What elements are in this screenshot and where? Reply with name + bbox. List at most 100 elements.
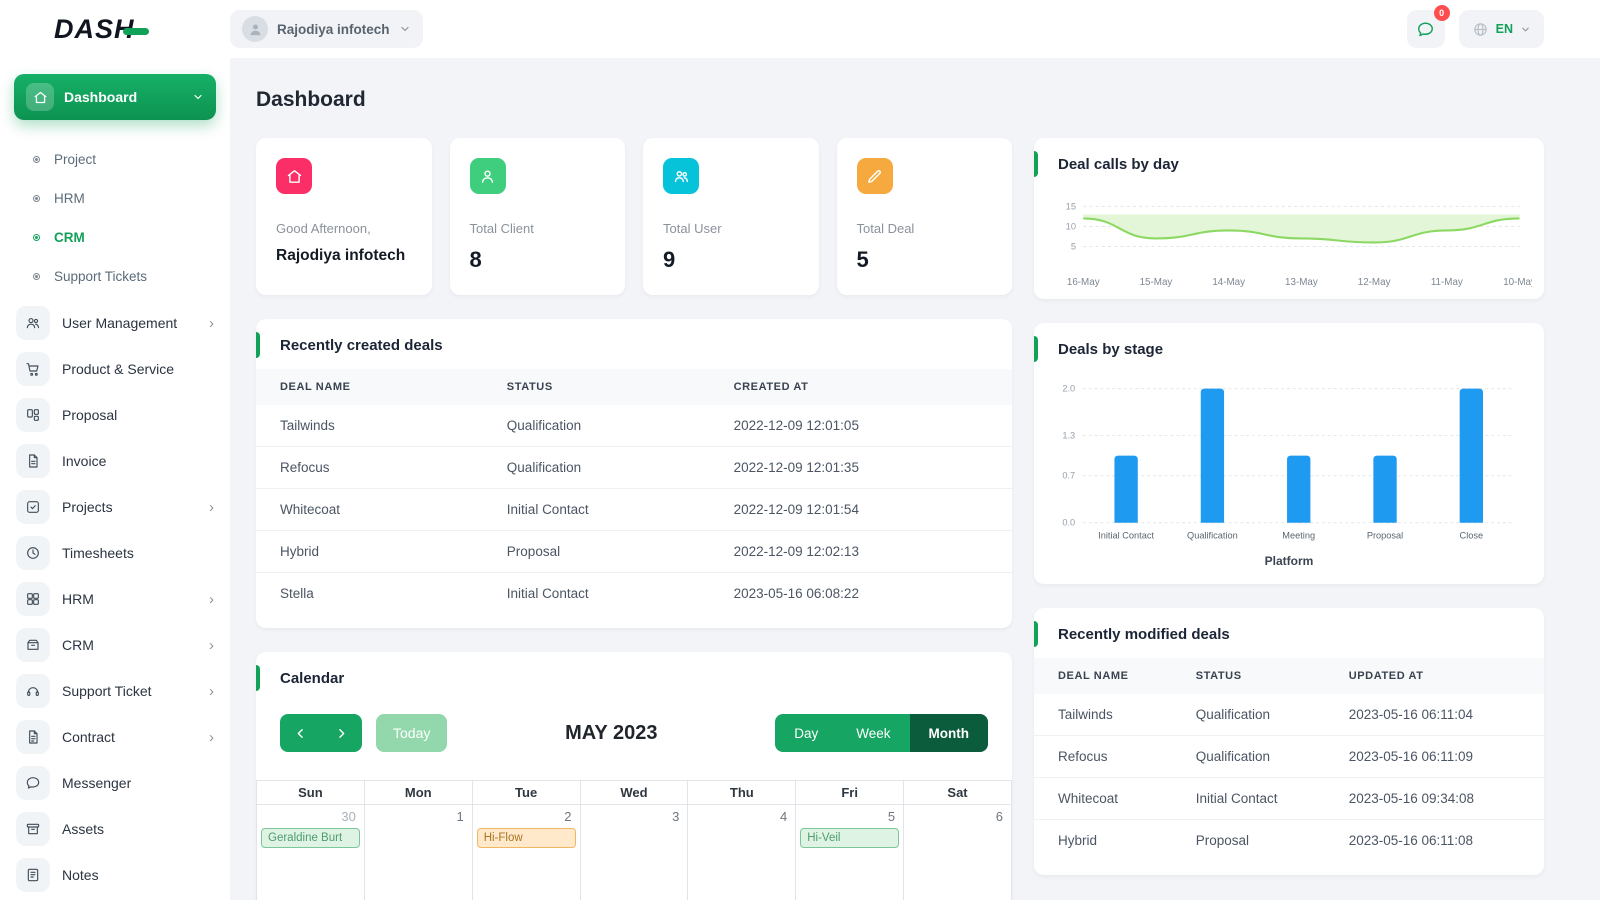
sidebar-item-invoice[interactable]: Invoice xyxy=(0,438,230,484)
weekday-header: Tue xyxy=(471,780,581,805)
card-title: Recently created deals xyxy=(280,337,443,354)
top-header: DASH Rajodiya infotech 0 EN xyxy=(0,0,1600,58)
recently-created-deals-card: Recently created deals Deal Name Status … xyxy=(256,319,1012,628)
chart-x-axis-label: Platform xyxy=(1264,554,1314,569)
deal-calls-chart: 5 10 15 16-May 15-May 14-May 13-May 12-May 11-Ma… xyxy=(1066,202,1536,289)
calendar-grid: Sun Mon Tue Wed Thu Fri Sat 30 xyxy=(256,780,1012,900)
sidebar-item-contract[interactable]: Contract › xyxy=(0,714,230,760)
table-row: Whitecoat Initial Contact 2023-05-16 09:… xyxy=(1034,777,1544,820)
svg-text:15: 15 xyxy=(1066,202,1076,212)
date-number: 2 xyxy=(564,809,572,824)
calendar-event[interactable]: Hi-Veil xyxy=(800,828,900,848)
calendar-day-cell[interactable]: 6 xyxy=(903,804,1012,900)
sidebar-item-user-management[interactable]: User Management › xyxy=(0,300,230,346)
language-selector[interactable]: EN xyxy=(1458,10,1544,48)
svg-text:16-May: 16-May xyxy=(1067,277,1100,288)
stat-cards: Good Afternoon, Rajodiya infotech Total … xyxy=(256,138,1012,295)
table-row: Tailwinds Qualification 2022-12-09 12:01… xyxy=(280,418,859,433)
calendar-next-button[interactable] xyxy=(321,714,362,752)
stat-value: 8 xyxy=(469,247,482,272)
stat-label: Total Deal xyxy=(856,221,915,236)
note-icon xyxy=(16,858,50,892)
calendar-today-button[interactable]: Today xyxy=(376,714,448,752)
cart-icon xyxy=(16,352,50,386)
sidebar-item-label: Invoice xyxy=(62,453,107,469)
sidebar-item-project[interactable]: Project xyxy=(0,140,230,179)
total-client-card: Total Client 8 xyxy=(449,138,625,295)
calendar-day-cell[interactable]: 1 xyxy=(363,804,473,900)
svg-text:14-May: 14-May xyxy=(1212,277,1245,288)
sidebar-item-hrm-module[interactable]: HRM › xyxy=(0,576,230,622)
svg-text:12-May: 12-May xyxy=(1358,277,1391,288)
sidebar-item-projects[interactable]: Projects › xyxy=(0,484,230,530)
sidebar-item-proposal[interactable]: Proposal xyxy=(0,392,230,438)
stat-value: 9 xyxy=(663,247,676,272)
deals-by-stage-card: Deals by stage 0.0 0.7 1.3 2.0 Initial Conta… xyxy=(1034,323,1544,585)
svg-text:10-May: 10-May xyxy=(1503,277,1536,288)
sidebar-item-label: Contract xyxy=(62,729,115,745)
sidebar-item-hrm[interactable]: HRM xyxy=(0,179,230,218)
calendar-event[interactable]: Hi-Flow xyxy=(476,828,576,848)
workspace-selector[interactable]: Rajodiya infotech xyxy=(230,10,423,48)
target-icon xyxy=(33,273,40,280)
stat-label: Total Client xyxy=(469,221,534,236)
chevron-down-icon xyxy=(192,91,204,103)
svg-text:13-May: 13-May xyxy=(1285,277,1318,288)
user-icon xyxy=(469,158,506,194)
sidebar-item-label: Product & Service xyxy=(62,361,175,377)
table-row: Hybrid Proposal 2023-05-16 06:11:08 xyxy=(1034,819,1544,862)
deal-calls-card: Deal calls by day 5 10 15 16-May 15-May 14-Ma… xyxy=(1034,138,1544,300)
sidebar-item-label: HRM xyxy=(54,191,85,206)
sidebar-item-label: Proposal xyxy=(62,407,118,423)
sidebar-item-product-service[interactable]: Product & Service xyxy=(0,346,230,392)
weekday-header: Wed xyxy=(579,780,689,805)
sidebar-item-notes[interactable]: Notes xyxy=(0,852,230,898)
svg-text:5: 5 xyxy=(1071,242,1076,252)
sidebar-item-messenger[interactable]: Messenger xyxy=(0,760,230,806)
svg-text:Initial Contact: Initial Contact xyxy=(1098,531,1154,541)
calendar-day-cell[interactable]: 4 xyxy=(687,804,797,900)
workspace-avatar xyxy=(242,16,268,42)
calendar-day-cell[interactable]: 3 xyxy=(579,804,689,900)
target-icon xyxy=(33,195,40,202)
chevron-down-icon xyxy=(400,26,409,32)
sidebar-item-label: User Management xyxy=(62,315,178,331)
pencil-icon xyxy=(856,158,893,194)
calendar-view-day[interactable]: Day xyxy=(775,714,838,752)
calendar-week-row: 30 Geraldine Burt 1 2 Hi-Flow xyxy=(256,804,1012,900)
sidebar-item-support-tickets[interactable]: Support Tickets xyxy=(0,257,230,296)
chevron-right-icon: › xyxy=(209,590,214,608)
stat-value: Rajodiya infotech xyxy=(276,247,406,264)
sidebar-item-crm-module[interactable]: CRM › xyxy=(0,622,230,668)
users-icon xyxy=(663,158,699,194)
main-content: Dashboard Good Afternoon, Rajodiya infot… xyxy=(230,0,1600,900)
sidebar-item-crm[interactable]: CRM xyxy=(0,218,230,257)
calendar-card: Calendar Today MAY 2023 Day xyxy=(256,652,1012,900)
sidebar-item-label: Project xyxy=(54,152,97,167)
sidebar-item-assets[interactable]: Assets xyxy=(0,806,230,852)
stat-value: 5 xyxy=(856,247,869,272)
logo-green-dash xyxy=(122,27,149,35)
calendar-day-cell[interactable]: 5 Hi-Veil xyxy=(795,804,905,900)
calendar-view-month[interactable]: Month xyxy=(909,714,988,752)
calendar-event[interactable]: Geraldine Burt xyxy=(261,828,360,848)
date-number: 30 xyxy=(341,809,356,824)
calendar-prev-button[interactable] xyxy=(280,714,321,752)
sidebar-item-support-ticket[interactable]: Support Ticket › xyxy=(0,668,230,714)
sidebar-item-label: Timesheets xyxy=(62,545,134,561)
total-user-card: Total User 9 xyxy=(643,138,819,295)
sidebar-item-label: Support Ticket xyxy=(62,683,152,699)
recently-modified-deals-card: Recently modified deals Deal Name Status… xyxy=(1034,608,1544,876)
calendar-view-week[interactable]: Week xyxy=(837,714,910,752)
svg-text:Meeting: Meeting xyxy=(1282,531,1315,541)
calendar-day-cell[interactable]: 30 Geraldine Burt xyxy=(256,804,365,900)
calendar-month-title: MAY 2023 xyxy=(565,721,658,744)
calendar-day-cell[interactable]: 2 Hi-Flow xyxy=(471,804,581,900)
sidebar-item-timesheets[interactable]: Timesheets xyxy=(0,530,230,576)
chevron-right-icon: › xyxy=(209,728,214,746)
sidebar-item-dashboard[interactable]: Dashboard xyxy=(14,74,216,120)
brand-logo: DASH xyxy=(0,14,230,45)
messages-button[interactable]: 0 xyxy=(1406,5,1450,48)
users-icon xyxy=(16,306,50,340)
page-title: Dashboard xyxy=(256,88,366,111)
